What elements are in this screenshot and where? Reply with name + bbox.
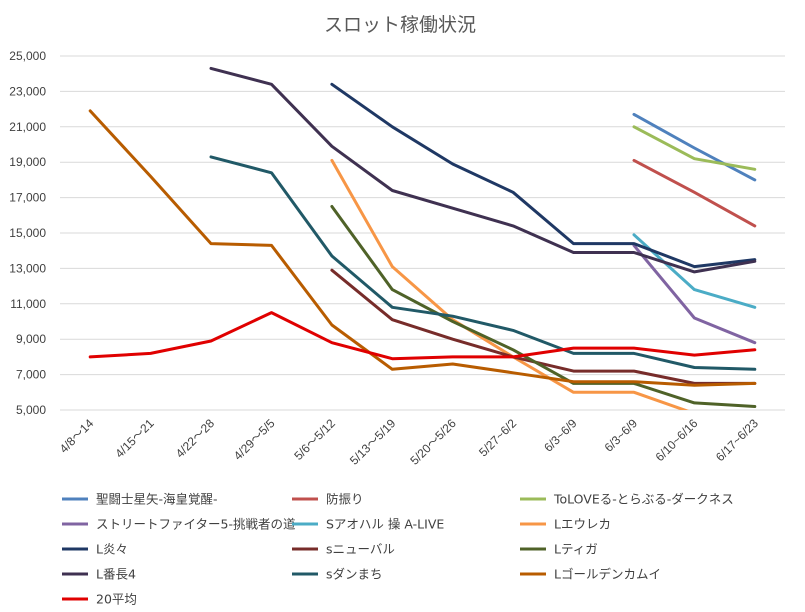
series-line (632, 158, 757, 228)
x-tick-label: 5/13～5/19 (347, 416, 399, 468)
grid (60, 55, 785, 411)
x-tick-label: 4/29～5/5 (231, 416, 278, 463)
y-tick-label: 25,000 (9, 49, 46, 63)
legend-label: sニューバル (326, 542, 395, 557)
legend-label: L炎々 (96, 542, 128, 557)
y-tick-label: 21,000 (9, 120, 46, 134)
series-line (330, 82, 757, 269)
legend: 聖闘士星矢-海皇覚醒- 防振り ToLOVEる-とらぶる-ダークネスストリートファイ… (62, 492, 734, 607)
legend-label: ストリートファイター5-挑戦者の道- (96, 517, 300, 532)
series-line (632, 125, 757, 171)
legend-label: 防振り (326, 492, 364, 507)
legend-label: sダンまち (326, 567, 383, 582)
x-tick-label: 5/27~6/2 (476, 416, 519, 459)
legend-label: Sアオハル 操 A-LIVE (326, 517, 444, 532)
series-line (632, 112, 757, 182)
series-line (209, 155, 757, 371)
x-tick-label: 4/22～28 (173, 416, 218, 461)
series-line (330, 268, 757, 385)
legend-label: Lエウレカ (554, 517, 611, 532)
y-tick-label: 7,000 (16, 368, 46, 382)
y-tick-label: 15,000 (9, 226, 46, 240)
x-tick-label: 5/6～5/12 (291, 416, 338, 463)
legend-label: 20平均 (96, 592, 137, 607)
x-tick-label: 5/20～5/26 (407, 416, 459, 468)
series-line (632, 233, 757, 309)
series-line (88, 311, 757, 361)
chart-title: スロット稼働状況 (324, 14, 476, 36)
y-axis: 5,000 7,000 9,000 11,000 13,000 15,000 17,000 1… (9, 49, 46, 417)
y-tick-label: 11,000 (10, 297, 46, 311)
x-tick-label: 6/3~6/9 (602, 416, 641, 455)
legend-label: 聖闘士星矢-海皇覚醒- (96, 492, 218, 507)
y-tick-label: 5,000 (16, 403, 46, 417)
legend-label: ToLOVEる-とらぶる-ダークネス (553, 492, 734, 507)
series-line (209, 66, 757, 274)
x-tick-label: 6/17~6/23 (713, 416, 761, 464)
series-lines (88, 66, 757, 410)
x-tick-label: 4/8～14 (57, 416, 97, 456)
y-tick-label: 13,000 (9, 261, 46, 275)
y-tick-label: 17,000 (9, 191, 46, 205)
series-line (88, 109, 757, 387)
series-line (330, 158, 689, 410)
x-axis: 4/8～14 4/15～21 4/22～28 4/29～5/5 5/6～5/12 5/13… (57, 416, 761, 468)
x-tick-label: 6/3~6/9 (541, 416, 580, 455)
x-tick-label: 6/10~6/16 (653, 416, 701, 464)
legend-label: Lティガ (554, 542, 598, 557)
legend-label: Lゴールデンカムイ (554, 567, 661, 582)
series-line (330, 205, 757, 408)
x-tick-label: 4/15～21 (112, 416, 157, 461)
y-tick-label: 19,000 (9, 155, 46, 169)
y-tick-label: 23,000 (9, 84, 46, 98)
series-line (632, 243, 757, 345)
legend-label: L番長4 (96, 567, 136, 582)
y-tick-label: 9,000 (16, 332, 46, 346)
